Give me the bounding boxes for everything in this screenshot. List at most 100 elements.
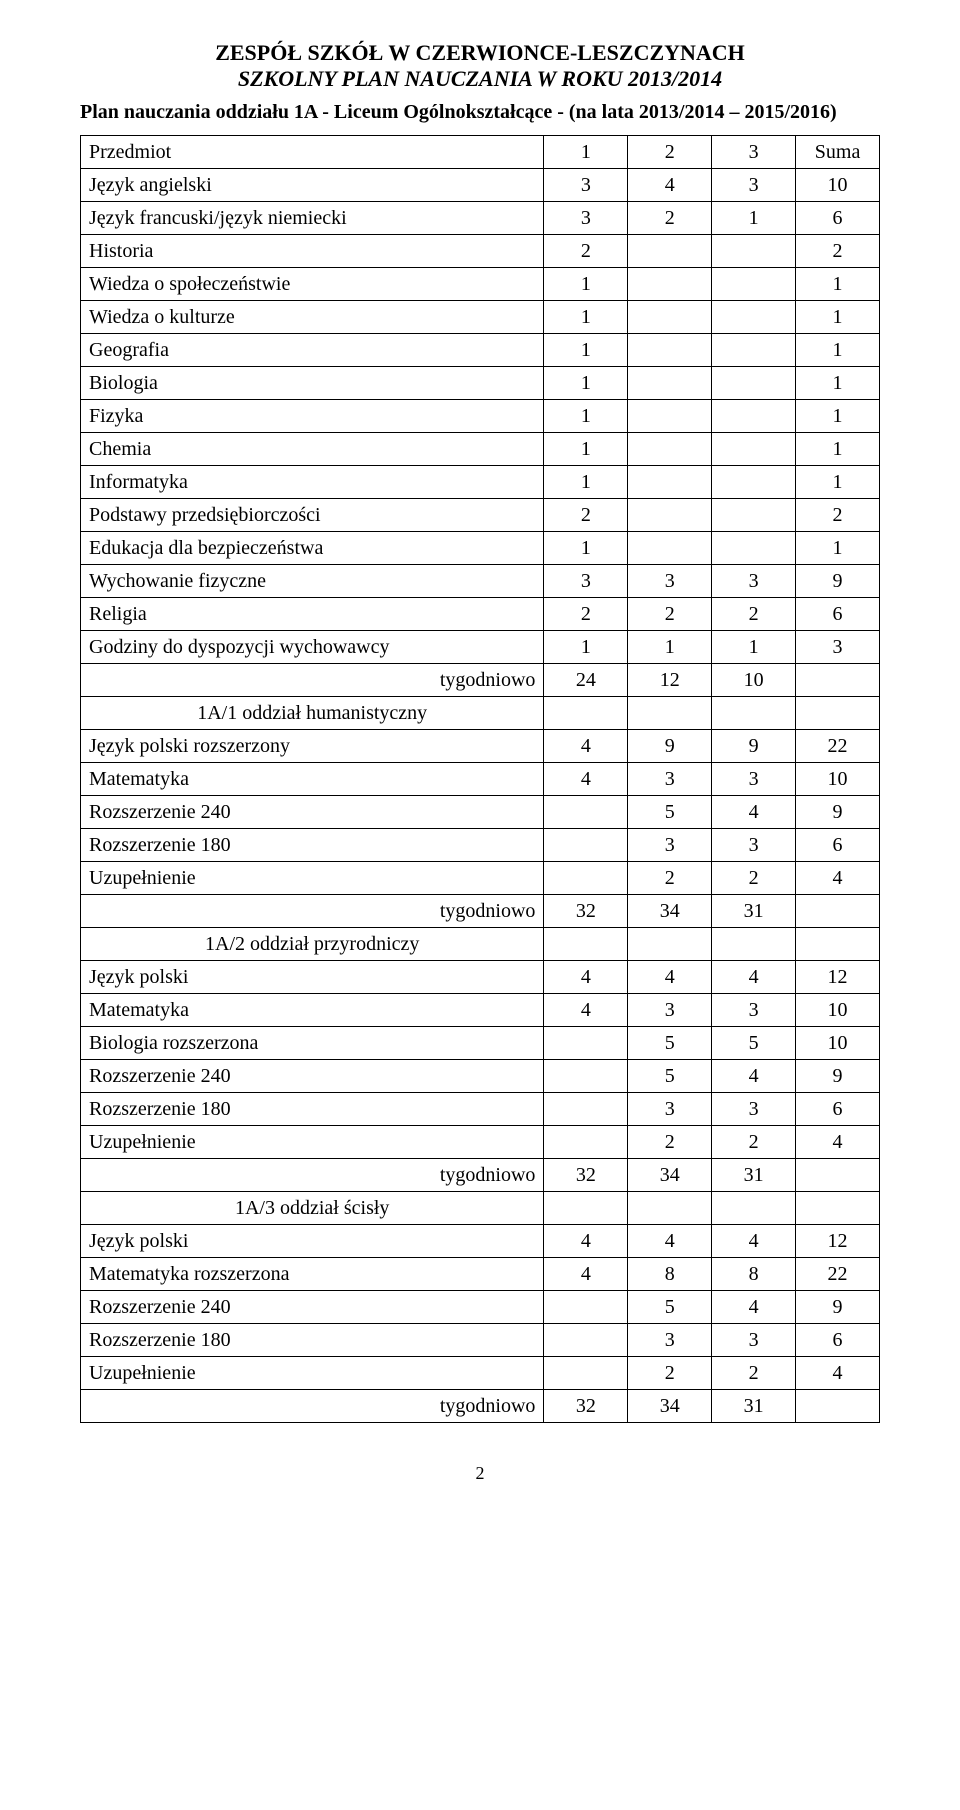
- row-value: 3: [796, 631, 880, 664]
- table-row: 1A/3 oddział ścisły: [81, 1192, 880, 1225]
- row-value: 9: [796, 796, 880, 829]
- row-label: Religia: [81, 598, 544, 631]
- row-value: 1: [544, 268, 628, 301]
- school-name-header: ZESPÓŁ SZKÓŁ W CZERWIONCE-LESZCZYNACH: [80, 40, 880, 66]
- row-label: Język francuski/język niemiecki: [81, 202, 544, 235]
- table-row: tygodniowo323431: [81, 1159, 880, 1192]
- row-value: [796, 1390, 880, 1423]
- row-value: 1: [544, 631, 628, 664]
- row-value: 9: [796, 565, 880, 598]
- row-label: 1A/1 oddział humanistyczny: [81, 697, 544, 730]
- row-label: Wiedza o społeczeństwie: [81, 268, 544, 301]
- row-value: [796, 1159, 880, 1192]
- row-value: 12: [628, 664, 712, 697]
- row-value: [628, 532, 712, 565]
- row-value: 2: [712, 1357, 796, 1390]
- row-value: 4: [544, 961, 628, 994]
- row-value: 1: [544, 433, 628, 466]
- document-page: ZESPÓŁ SZKÓŁ W CZERWIONCE-LESZCZYNACH SZ…: [0, 0, 960, 1514]
- row-value: [628, 334, 712, 367]
- row-value: 3: [628, 565, 712, 598]
- table-row: Matematyka43310: [81, 763, 880, 796]
- row-value: 1: [796, 400, 880, 433]
- row-value: [712, 367, 796, 400]
- row-value: 5: [628, 1060, 712, 1093]
- row-label: Matematyka: [81, 763, 544, 796]
- row-value: [544, 1357, 628, 1390]
- row-value: 2: [628, 598, 712, 631]
- row-label: Informatyka: [81, 466, 544, 499]
- row-value: 2: [712, 1126, 796, 1159]
- row-value: [628, 367, 712, 400]
- row-value: 32: [544, 895, 628, 928]
- row-label: tygodniowo: [81, 1390, 544, 1423]
- row-value: [712, 532, 796, 565]
- row-value: 9: [712, 730, 796, 763]
- table-row: Język polski44412: [81, 1225, 880, 1258]
- row-value: 3: [628, 763, 712, 796]
- row-value: [628, 268, 712, 301]
- row-value: 6: [796, 1093, 880, 1126]
- row-label: Uzupełnienie: [81, 862, 544, 895]
- row-value: [628, 697, 712, 730]
- row-value: [712, 268, 796, 301]
- table-header-cell: 1: [544, 136, 628, 169]
- row-value: [544, 862, 628, 895]
- table-row: Rozszerzenie 180336: [81, 1324, 880, 1357]
- table-row: Biologia11: [81, 367, 880, 400]
- row-value: [544, 1060, 628, 1093]
- table-header-row: Przedmiot123Suma: [81, 136, 880, 169]
- row-value: 4: [544, 1258, 628, 1291]
- row-value: 4: [628, 961, 712, 994]
- table-row: Język francuski/język niemiecki3216: [81, 202, 880, 235]
- row-label: Wiedza o kulturze: [81, 301, 544, 334]
- row-label: Rozszerzenie 240: [81, 1060, 544, 1093]
- row-label: Język polski: [81, 961, 544, 994]
- row-value: 31: [712, 1159, 796, 1192]
- row-label: Biologia rozszerzona: [81, 1027, 544, 1060]
- row-value: 3: [712, 763, 796, 796]
- row-value: 4: [712, 1060, 796, 1093]
- row-label: Rozszerzenie 180: [81, 1093, 544, 1126]
- row-value: 9: [796, 1291, 880, 1324]
- table-row: tygodniowo323431: [81, 895, 880, 928]
- table-row: Rozszerzenie 180336: [81, 829, 880, 862]
- table-row: Historia22: [81, 235, 880, 268]
- row-label: 1A/2 oddział przyrodniczy: [81, 928, 544, 961]
- row-value: 5: [628, 1027, 712, 1060]
- row-label: Matematyka: [81, 994, 544, 1027]
- row-value: 9: [628, 730, 712, 763]
- row-value: 1: [544, 466, 628, 499]
- row-value: 3: [712, 565, 796, 598]
- row-value: 2: [544, 235, 628, 268]
- row-value: 10: [796, 763, 880, 796]
- row-value: 5: [628, 796, 712, 829]
- table-row: Geografia11: [81, 334, 880, 367]
- row-value: [628, 466, 712, 499]
- row-label: tygodniowo: [81, 1159, 544, 1192]
- row-value: 1: [796, 268, 880, 301]
- row-value: 10: [796, 994, 880, 1027]
- row-value: [544, 1291, 628, 1324]
- row-value: [712, 466, 796, 499]
- row-value: 10: [712, 664, 796, 697]
- row-value: [628, 301, 712, 334]
- table-row: Chemia11: [81, 433, 880, 466]
- row-value: [712, 235, 796, 268]
- school-plan-header: SZKOLNY PLAN NAUCZANIA W ROKU 2013/2014: [80, 66, 880, 92]
- row-value: 2: [796, 499, 880, 532]
- row-value: 31: [712, 895, 796, 928]
- table-header-cell: Suma: [796, 136, 880, 169]
- row-value: 32: [544, 1159, 628, 1192]
- row-value: [628, 235, 712, 268]
- row-value: 5: [712, 1027, 796, 1060]
- row-value: 1: [712, 631, 796, 664]
- row-value: 3: [712, 1093, 796, 1126]
- row-value: 1: [544, 367, 628, 400]
- table-row: Informatyka11: [81, 466, 880, 499]
- row-value: [796, 664, 880, 697]
- row-value: [544, 1324, 628, 1357]
- page-number: 2: [80, 1463, 880, 1484]
- row-value: 22: [796, 1258, 880, 1291]
- row-value: 4: [796, 862, 880, 895]
